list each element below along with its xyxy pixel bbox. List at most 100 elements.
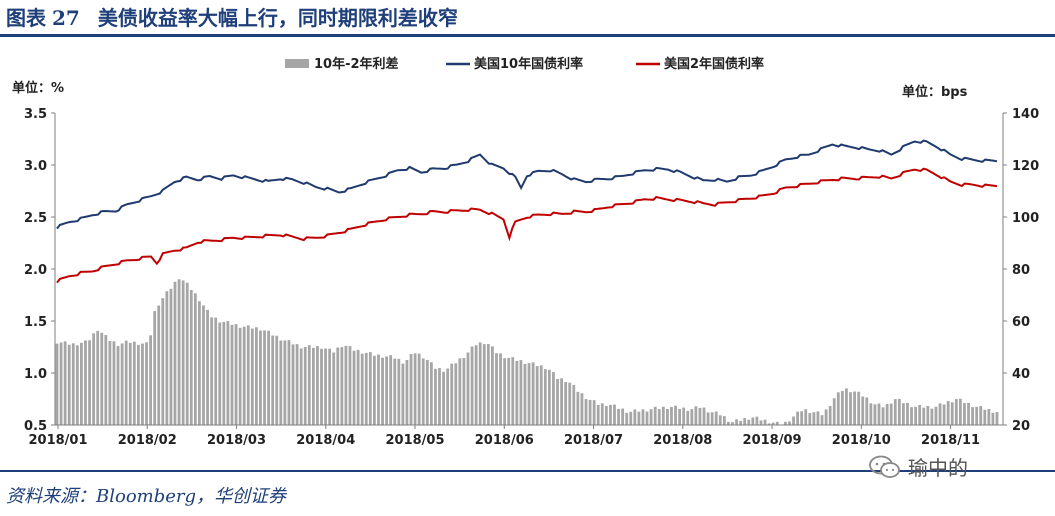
spread-bar [401, 363, 405, 425]
spread-bar [576, 391, 580, 425]
spread-bar [165, 291, 169, 425]
spread-bar [75, 345, 79, 425]
spread-bar [385, 356, 389, 425]
spread-bar [902, 403, 905, 425]
spread-bar [336, 347, 340, 425]
right-tick-label: 20 [1012, 419, 1030, 434]
spread-bar [665, 408, 669, 425]
spread-bar [788, 421, 791, 425]
spread-bar [340, 347, 344, 425]
spread-bar [792, 416, 795, 425]
spread-bar [568, 382, 572, 425]
left-tick-label: 3.0 [24, 159, 47, 174]
figure-title: 图表 27 美债收益率大幅上行，同时期限利差收窄 [6, 4, 458, 32]
left-unit-label: 单位：% [12, 80, 64, 96]
right-unit-label: 单位：bps [902, 84, 968, 100]
spread-bar [189, 289, 193, 425]
spread-bar [938, 403, 942, 425]
figure-label: 图表 [6, 6, 46, 30]
spread-bar [775, 421, 779, 425]
spread-bar [686, 410, 690, 425]
spread-bar [238, 327, 242, 425]
spread-bar [482, 344, 486, 425]
spread-bar [967, 402, 970, 425]
spread-bar [731, 422, 734, 425]
spread-bar [873, 404, 877, 425]
right-tick-label: 40 [1012, 367, 1030, 382]
watermark: 瑜中的 [868, 452, 968, 481]
spread-bar [853, 391, 856, 425]
spread-bar [328, 348, 332, 425]
spread-bar [743, 418, 747, 425]
spread-bar [958, 398, 962, 425]
spread-bar [861, 396, 865, 425]
spread-bar [678, 408, 681, 425]
spread-bar [613, 404, 616, 425]
spread-bar [592, 400, 596, 425]
spread-bar [344, 345, 348, 425]
spread-bar [108, 341, 112, 425]
spread-bar [930, 408, 934, 425]
spread-bar [454, 363, 458, 425]
spread-bar [897, 398, 901, 425]
spread-bar [458, 358, 462, 425]
spread-bar [368, 352, 372, 425]
spread-bar [356, 349, 360, 425]
spread-bar [116, 346, 120, 425]
spread-bar [633, 409, 637, 425]
spread-bar [527, 363, 531, 425]
spread-bar [181, 280, 185, 425]
series-line-2y [56, 167, 998, 284]
spread-bar [360, 353, 364, 425]
spread-bar [808, 412, 812, 425]
right-tick-label: 120 [1012, 159, 1039, 174]
spread-bar [226, 321, 230, 425]
spread-bar [857, 391, 861, 425]
spread-bar [161, 298, 165, 425]
spread-bar [865, 397, 869, 425]
spread-bar [145, 342, 148, 425]
spread-bar [218, 322, 222, 425]
source-note: 资料来源：Bloomberg，华创证券 [6, 486, 287, 507]
spread-bar [59, 342, 63, 425]
spread-bar [682, 407, 686, 425]
spread-bar [503, 358, 507, 425]
spread-bar [124, 340, 128, 425]
left-tick-label: 3.5 [24, 107, 47, 122]
spread-bar [128, 342, 132, 425]
series-line-10y [56, 139, 998, 230]
spread-bar [783, 421, 787, 425]
spread-bar [169, 288, 173, 425]
spread-bar [906, 402, 909, 425]
spread-bar [250, 328, 254, 425]
spread-bar [983, 409, 987, 425]
spread-bar [499, 353, 502, 425]
spread-bar [466, 352, 470, 425]
spread-bar [373, 355, 376, 425]
spread-bar [470, 346, 474, 425]
spread-bar [263, 330, 266, 425]
spread-bar [120, 343, 124, 425]
figure-title-text: 美债收益率大幅上行，同时期限利差收窄 [97, 6, 458, 30]
spread-bar [889, 403, 893, 425]
spread-bar [657, 409, 661, 425]
spread-bar [409, 354, 413, 425]
spread-bar [584, 399, 588, 425]
spread-bar [295, 344, 299, 425]
spread-bar [812, 412, 816, 425]
spread-bar [539, 365, 543, 425]
spread-bar [987, 409, 991, 425]
spread-bar [486, 344, 490, 425]
spread-bar [979, 406, 983, 425]
spread-bar [588, 399, 592, 425]
spread-bar [393, 358, 397, 425]
spread-bar [653, 406, 657, 425]
spread-bar [942, 404, 946, 425]
spread-bar [405, 359, 409, 425]
spread-bar [552, 372, 555, 425]
spread-bar [816, 411, 820, 425]
spread-bar [307, 345, 311, 425]
spread-bar [556, 378, 559, 425]
source-rule [0, 470, 1055, 472]
spread-bar [104, 335, 108, 425]
